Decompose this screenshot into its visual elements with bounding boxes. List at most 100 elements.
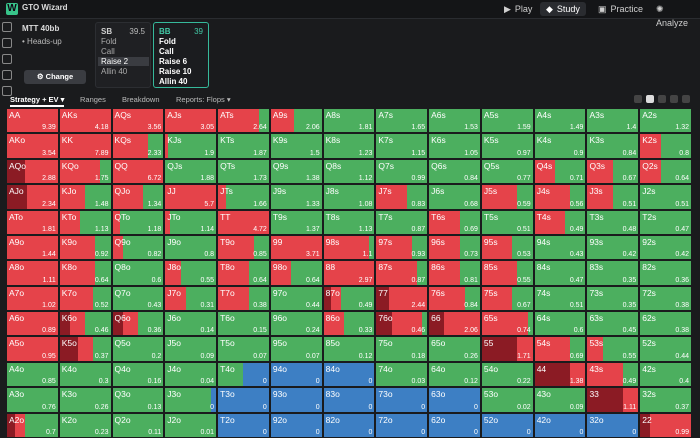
hand-cell[interactable]: K4o 0.3 xyxy=(58,361,112,388)
hand-cell[interactable]: K2o 0.23 xyxy=(58,412,112,438)
hand-cell[interactable]: QTo 1.18 xyxy=(111,209,165,235)
hand-cell[interactable]: A3s 1.4 xyxy=(586,108,640,134)
hand-cell[interactable]: J8o 0.55 xyxy=(164,260,218,286)
hand-cell[interactable]: 75o 0.18 xyxy=(375,336,429,362)
hand-cell[interactable]: J3s 0.51 xyxy=(586,184,640,210)
hand-cell[interactable]: T9s 1.37 xyxy=(269,209,323,235)
hand-cell[interactable]: 32s 0.37 xyxy=(639,387,692,413)
hand-cell[interactable]: 95o 0.07 xyxy=(269,336,323,362)
compact-view-icon[interactable] xyxy=(670,95,678,103)
hand-cell[interactable]: J4s 0.56 xyxy=(533,184,587,210)
hand-cell[interactable]: ATs 2.64 xyxy=(217,108,270,134)
hand-cell[interactable]: T6o 0.15 xyxy=(217,311,270,337)
hand-cell[interactable]: 64s 0.6 xyxy=(533,311,587,337)
hand-cell[interactable]: 65s 0.74 xyxy=(480,311,534,337)
hand-cell[interactable]: 83s 0.35 xyxy=(586,260,640,286)
hand-cell[interactable]: A5o 0.95 xyxy=(6,336,59,362)
hand-cell[interactable]: 88 2.97 xyxy=(322,260,376,286)
hand-cell[interactable]: ATo 1.81 xyxy=(6,209,59,235)
hand-cell[interactable]: 94s 0.43 xyxy=(533,234,587,261)
hand-cell[interactable]: J9o 0.8 xyxy=(164,234,218,261)
hand-cell[interactable]: K9o 0.92 xyxy=(58,234,112,261)
hand-cell[interactable]: J7o 0.31 xyxy=(164,285,218,312)
hand-cell[interactable]: 72o 0 xyxy=(375,412,429,438)
hand-cell[interactable]: 96s 0.73 xyxy=(428,234,481,261)
hand-cell[interactable]: 86s 0.81 xyxy=(428,260,481,286)
hand-cell[interactable]: QQ 6.72 xyxy=(111,158,165,185)
hand-cell[interactable]: 63o 0 xyxy=(428,387,481,413)
hand-cell[interactable]: T3s 0.48 xyxy=(586,209,640,235)
hand-cell[interactable]: K6o 0.46 xyxy=(58,311,112,337)
nav-analyze[interactable]: ✺Analyze xyxy=(656,4,689,28)
hand-cell[interactable]: 75s 0.67 xyxy=(480,285,534,312)
hand-cell[interactable]: K6s 1.05 xyxy=(428,133,481,159)
hand-cell[interactable]: AA 9.39 xyxy=(6,108,59,134)
hand-cell[interactable]: 95s 0.53 xyxy=(480,234,534,261)
hand-cell[interactable]: KJs 1.9 xyxy=(164,133,218,159)
hand-cell[interactable]: 66 2.06 xyxy=(428,311,481,337)
hand-cell[interactable]: J6s 0.68 xyxy=(428,184,481,210)
hand-cell[interactable]: 86o 0.33 xyxy=(322,311,376,337)
hand-cell[interactable]: 22 0.99 xyxy=(639,412,692,438)
hand-cell[interactable]: Q3o 0.13 xyxy=(111,387,165,413)
hand-cell[interactable]: 62o 0 xyxy=(428,412,481,438)
hand-cell[interactable]: 32o 0 xyxy=(586,412,640,438)
hand-cell[interactable]: 92o 0 xyxy=(269,412,323,438)
hand-cell[interactable]: 85s 0.55 xyxy=(480,260,534,286)
hand-cell[interactable]: A5s 1.59 xyxy=(480,108,534,134)
hand-cell[interactable]: AJs 3.05 xyxy=(164,108,218,134)
hand-cell[interactable]: J8s 1.08 xyxy=(322,184,376,210)
hand-cell[interactable]: K3o 0.26 xyxy=(58,387,112,413)
hand-cell[interactable]: J9s 1.33 xyxy=(269,184,323,210)
tab-reports-flops[interactable]: Reports: Flops ▾ xyxy=(176,95,231,104)
hand-cell[interactable]: Q5o 0.2 xyxy=(111,336,165,362)
hand-cell[interactable]: 93o 0 xyxy=(269,387,323,413)
hand-cell[interactable]: Q7s 0.99 xyxy=(375,158,429,185)
hand-cell[interactable]: T4s 0.49 xyxy=(533,209,587,235)
nav-practice[interactable]: ▣ Practice xyxy=(598,4,644,14)
hand-cell[interactable]: T5o 0.07 xyxy=(217,336,270,362)
hand-cell[interactable]: J6o 0.14 xyxy=(164,311,218,337)
hand-cell[interactable]: 62s 0.38 xyxy=(639,311,692,337)
hand-cell[interactable]: J3o 0 xyxy=(164,387,218,413)
hand-cell[interactable]: T8o 0.64 xyxy=(217,260,270,286)
hand-cell[interactable]: QTs 1.73 xyxy=(217,158,270,185)
bb-action-fold[interactable]: Fold xyxy=(159,37,176,46)
hand-cell[interactable]: JTs 1.66 xyxy=(217,184,270,210)
hand-cell[interactable]: 76o 0.46 xyxy=(375,311,429,337)
hand-cell[interactable]: Q8o 0.6 xyxy=(111,260,165,286)
hand-cell[interactable]: Q5s 0.77 xyxy=(480,158,534,185)
bb-action-call[interactable]: Call xyxy=(159,47,174,56)
hand-cell[interactable]: QJs 1.88 xyxy=(164,158,218,185)
hand-cell[interactable]: A4o 0.85 xyxy=(6,361,59,388)
hand-cell[interactable]: 44 1.38 xyxy=(533,361,587,388)
hand-cell[interactable]: Q2o 0.11 xyxy=(111,412,165,438)
hand-cell[interactable]: J5s 0.59 xyxy=(480,184,534,210)
hand-cell[interactable]: K4s 0.9 xyxy=(533,133,587,159)
hand-cell[interactable]: A6o 0.89 xyxy=(6,311,59,337)
hand-cell[interactable]: 52o 0 xyxy=(480,412,534,438)
hand-cell[interactable]: KK 7.89 xyxy=(58,133,112,159)
hand-cell[interactable]: Q9o 0.82 xyxy=(111,234,165,261)
hand-cell[interactable]: 73o 0 xyxy=(375,387,429,413)
hand-cell[interactable]: 33 1.11 xyxy=(586,387,640,413)
hand-cell[interactable]: J2o 0.01 xyxy=(164,412,218,438)
hand-cell[interactable]: K3s 0.84 xyxy=(586,133,640,159)
hand-cell[interactable]: A2o 0.7 xyxy=(6,412,59,438)
hand-cell[interactable]: T9o 0.85 xyxy=(217,234,270,261)
hand-cell[interactable]: K5s 0.97 xyxy=(480,133,534,159)
hand-cell[interactable]: 98o 0.64 xyxy=(269,260,323,286)
hand-cell[interactable]: T5s 0.51 xyxy=(480,209,534,235)
hand-cell[interactable]: AQs 3.56 xyxy=(111,108,165,134)
hand-cell[interactable]: 99 3.71 xyxy=(269,234,323,261)
hand-cell[interactable]: 76s 0.84 xyxy=(428,285,481,312)
hand-cell[interactable]: 87o 0.49 xyxy=(322,285,376,312)
hand-cell[interactable]: Q7o 0.43 xyxy=(111,285,165,312)
sb-action-allin[interactable]: Allin 40 xyxy=(101,67,128,76)
hand-cell[interactable]: 97o 0.44 xyxy=(269,285,323,312)
hand-cell[interactable]: Q8s 1.12 xyxy=(322,158,376,185)
hand-cell[interactable]: 53s 0.55 xyxy=(586,336,640,362)
grid-view-icon[interactable] xyxy=(646,95,654,103)
hand-cell[interactable]: 83o 0 xyxy=(322,387,376,413)
hand-cell[interactable]: 42s 0.4 xyxy=(639,361,692,388)
